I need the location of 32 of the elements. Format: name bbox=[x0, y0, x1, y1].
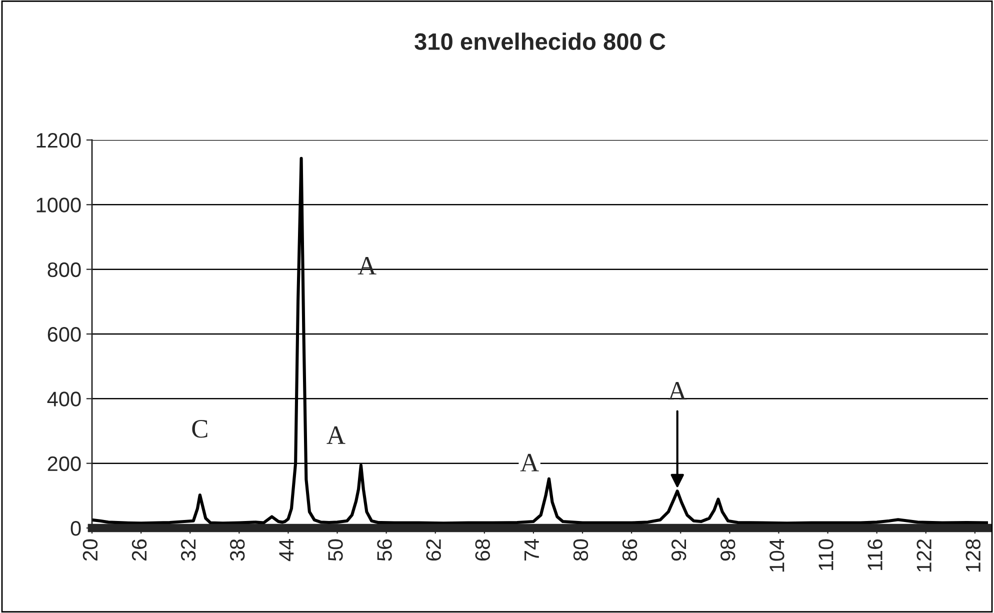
annotation: A bbox=[326, 426, 346, 444]
x-tick-label: 116 bbox=[868, 539, 882, 570]
x-tick-label: 128 bbox=[966, 539, 981, 572]
x-tick-label: 26 bbox=[132, 539, 147, 561]
y-tick-label: 1000 bbox=[36, 198, 81, 212]
x-tick-label: 98 bbox=[720, 539, 736, 561]
chart-title: 310 envelhecido 800 C bbox=[414, 32, 666, 50]
x-tick-label: 50 bbox=[328, 539, 343, 561]
x-tick-label: 92 bbox=[671, 539, 686, 561]
x-tick-label: 20 bbox=[82, 539, 98, 561]
x-tick-label: 122 bbox=[916, 539, 932, 572]
x-tick-label: 86 bbox=[622, 539, 638, 561]
y-tick-label: 800 bbox=[48, 262, 81, 278]
x-tick-label: 56 bbox=[377, 539, 392, 561]
x-tick-label: 44 bbox=[279, 539, 294, 562]
annotation: A bbox=[668, 382, 687, 400]
x-tick-label: 68 bbox=[475, 539, 490, 561]
y-tick-label: 1200 bbox=[36, 133, 81, 148]
line-series bbox=[92, 156, 988, 525]
x-tick-label: 110 bbox=[818, 539, 834, 570]
x-tick-label: 32 bbox=[180, 539, 196, 561]
x-tick-label: 74 bbox=[524, 539, 539, 561]
annotation: A bbox=[520, 454, 539, 472]
x-tick-label: 80 bbox=[573, 539, 588, 561]
x-tick-label: 38 bbox=[230, 539, 245, 561]
y-tick-label: 0 bbox=[70, 521, 81, 536]
y-tick-label: 200 bbox=[48, 456, 81, 472]
x-tick-label: 62 bbox=[426, 539, 441, 561]
y-tick-label: 600 bbox=[48, 327, 81, 342]
x-tick-label: 104 bbox=[770, 539, 784, 572]
y-tick-label: 400 bbox=[47, 392, 81, 406]
annotation: C bbox=[192, 420, 208, 438]
